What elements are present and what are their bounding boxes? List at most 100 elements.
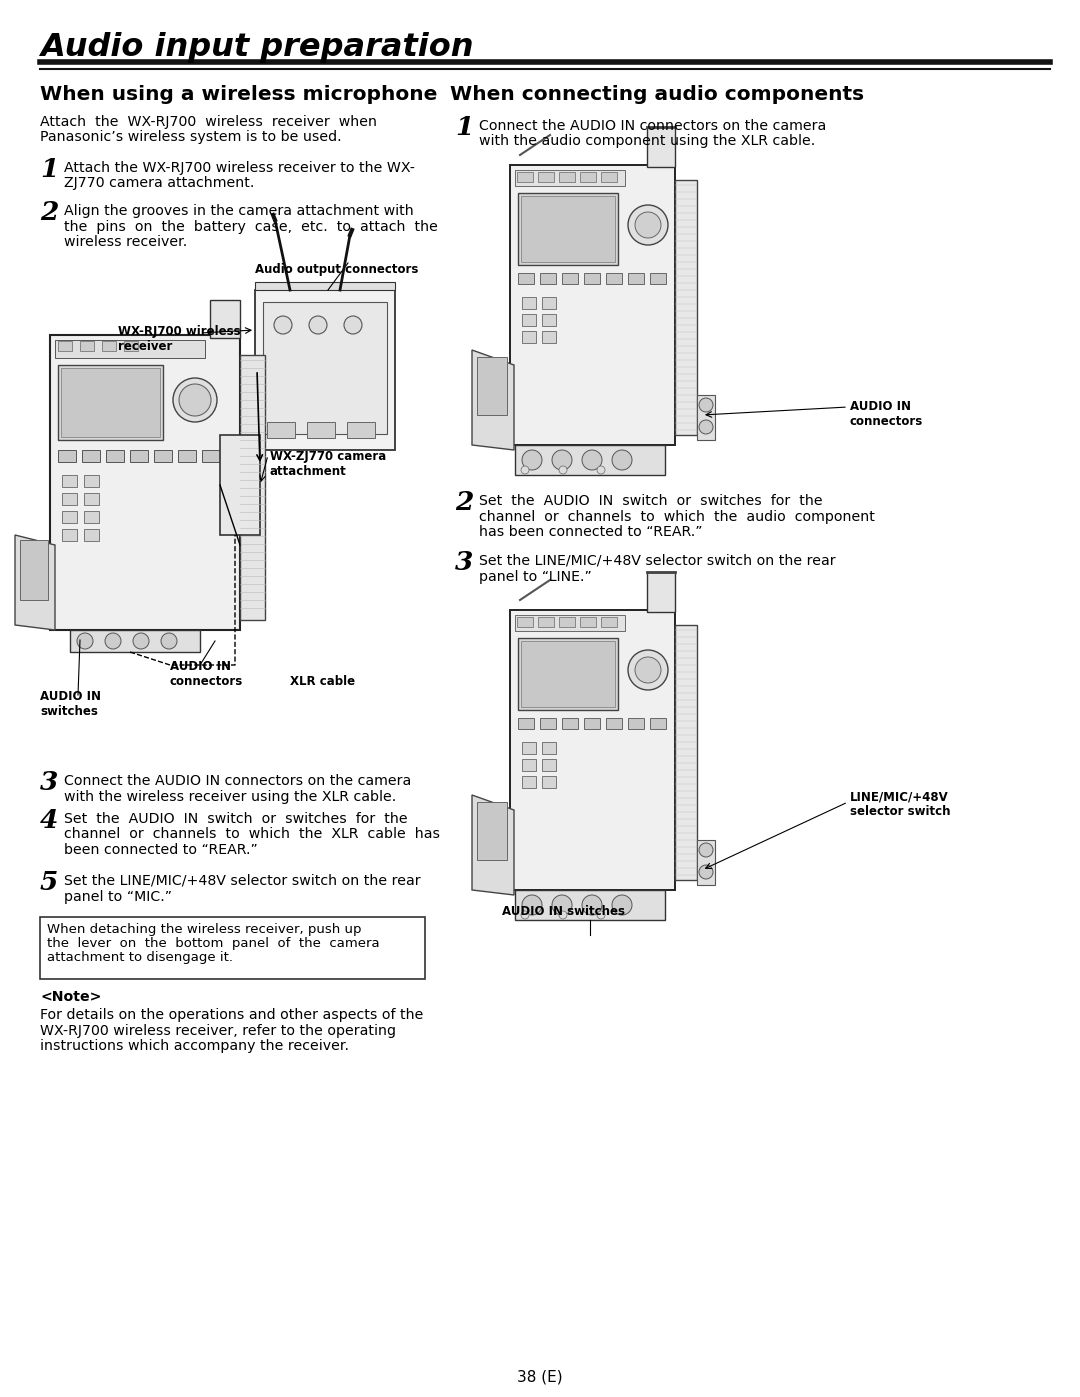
FancyBboxPatch shape bbox=[542, 759, 556, 771]
Text: When detaching the wireless receiver, push up: When detaching the wireless receiver, pu… bbox=[48, 923, 362, 936]
Text: attachment to disengage it.: attachment to disengage it. bbox=[48, 951, 233, 964]
Circle shape bbox=[627, 650, 669, 690]
Text: Set the LINE/MIC/+48V selector switch on the rear: Set the LINE/MIC/+48V selector switch on… bbox=[64, 875, 420, 888]
FancyBboxPatch shape bbox=[307, 422, 335, 439]
FancyBboxPatch shape bbox=[521, 196, 615, 263]
FancyBboxPatch shape bbox=[542, 775, 556, 788]
FancyBboxPatch shape bbox=[58, 365, 163, 440]
Circle shape bbox=[77, 633, 93, 650]
Text: When connecting audio components: When connecting audio components bbox=[450, 85, 864, 103]
Text: When using a wireless microphone: When using a wireless microphone bbox=[40, 85, 437, 103]
FancyBboxPatch shape bbox=[240, 355, 265, 620]
Circle shape bbox=[635, 657, 661, 683]
FancyBboxPatch shape bbox=[55, 339, 205, 358]
FancyBboxPatch shape bbox=[84, 529, 99, 541]
FancyBboxPatch shape bbox=[522, 314, 536, 326]
FancyBboxPatch shape bbox=[562, 718, 578, 729]
FancyBboxPatch shape bbox=[106, 450, 124, 462]
FancyBboxPatch shape bbox=[518, 718, 534, 729]
FancyBboxPatch shape bbox=[647, 571, 675, 612]
FancyBboxPatch shape bbox=[347, 422, 375, 439]
FancyBboxPatch shape bbox=[510, 610, 675, 890]
Text: 1: 1 bbox=[40, 156, 58, 182]
Circle shape bbox=[552, 895, 572, 915]
FancyBboxPatch shape bbox=[538, 617, 554, 627]
FancyBboxPatch shape bbox=[102, 341, 116, 351]
Text: Audio input preparation: Audio input preparation bbox=[40, 32, 473, 63]
Circle shape bbox=[559, 911, 567, 919]
FancyBboxPatch shape bbox=[62, 529, 77, 541]
FancyBboxPatch shape bbox=[515, 170, 625, 186]
FancyBboxPatch shape bbox=[50, 335, 240, 630]
Circle shape bbox=[627, 205, 669, 244]
FancyBboxPatch shape bbox=[477, 802, 507, 861]
FancyBboxPatch shape bbox=[124, 341, 138, 351]
FancyBboxPatch shape bbox=[521, 641, 615, 707]
Circle shape bbox=[552, 450, 572, 469]
Text: with the wireless receiver using the XLR cable.: with the wireless receiver using the XLR… bbox=[64, 789, 396, 803]
FancyBboxPatch shape bbox=[267, 422, 295, 439]
FancyBboxPatch shape bbox=[675, 180, 697, 434]
Text: WX-RJ700 wireless
receiver: WX-RJ700 wireless receiver bbox=[118, 326, 241, 353]
Text: panel to “MIC.”: panel to “MIC.” bbox=[64, 890, 172, 904]
FancyBboxPatch shape bbox=[542, 298, 556, 309]
Text: Set  the  AUDIO  IN  switch  or  switches  for  the: Set the AUDIO IN switch or switches for … bbox=[480, 495, 823, 509]
FancyBboxPatch shape bbox=[522, 775, 536, 788]
FancyBboxPatch shape bbox=[202, 450, 220, 462]
FancyBboxPatch shape bbox=[697, 395, 715, 440]
Circle shape bbox=[179, 384, 211, 416]
Text: Align the grooves in the camera attachment with: Align the grooves in the camera attachme… bbox=[64, 204, 414, 218]
FancyBboxPatch shape bbox=[255, 282, 395, 291]
FancyBboxPatch shape bbox=[542, 331, 556, 344]
Text: 4: 4 bbox=[40, 807, 58, 833]
Text: LINE/MIC/+48V
selector switch: LINE/MIC/+48V selector switch bbox=[850, 789, 950, 819]
Circle shape bbox=[699, 398, 713, 412]
Text: 2: 2 bbox=[455, 490, 473, 515]
FancyBboxPatch shape bbox=[40, 916, 426, 979]
FancyBboxPatch shape bbox=[600, 617, 617, 627]
Text: has been connected to “REAR.”: has been connected to “REAR.” bbox=[480, 525, 702, 539]
FancyBboxPatch shape bbox=[600, 172, 617, 182]
FancyBboxPatch shape bbox=[584, 718, 600, 729]
FancyBboxPatch shape bbox=[606, 272, 622, 284]
FancyBboxPatch shape bbox=[154, 450, 172, 462]
FancyBboxPatch shape bbox=[510, 165, 675, 446]
FancyBboxPatch shape bbox=[178, 450, 195, 462]
FancyBboxPatch shape bbox=[255, 291, 395, 450]
FancyBboxPatch shape bbox=[220, 434, 260, 535]
FancyBboxPatch shape bbox=[130, 450, 148, 462]
Text: 1: 1 bbox=[455, 115, 473, 140]
Circle shape bbox=[522, 895, 542, 915]
FancyBboxPatch shape bbox=[647, 127, 675, 168]
Text: 3: 3 bbox=[455, 550, 473, 576]
FancyBboxPatch shape bbox=[62, 493, 77, 504]
FancyBboxPatch shape bbox=[650, 272, 666, 284]
FancyBboxPatch shape bbox=[606, 718, 622, 729]
FancyBboxPatch shape bbox=[517, 172, 534, 182]
FancyBboxPatch shape bbox=[559, 172, 575, 182]
FancyBboxPatch shape bbox=[627, 718, 644, 729]
Text: 5: 5 bbox=[40, 870, 58, 895]
Text: Set the LINE/MIC/+48V selector switch on the rear: Set the LINE/MIC/+48V selector switch on… bbox=[480, 555, 836, 569]
Text: For details on the operations and other aspects of the: For details on the operations and other … bbox=[40, 1009, 423, 1023]
Text: panel to “LINE.”: panel to “LINE.” bbox=[480, 570, 592, 584]
Text: AUDIO IN switches: AUDIO IN switches bbox=[502, 905, 625, 918]
Text: AUDIO IN
switches: AUDIO IN switches bbox=[40, 690, 102, 718]
FancyBboxPatch shape bbox=[58, 341, 72, 351]
Circle shape bbox=[105, 633, 121, 650]
Text: been connected to “REAR.”: been connected to “REAR.” bbox=[64, 842, 258, 856]
FancyBboxPatch shape bbox=[84, 475, 99, 488]
FancyBboxPatch shape bbox=[84, 493, 99, 504]
Circle shape bbox=[699, 842, 713, 856]
FancyBboxPatch shape bbox=[60, 367, 160, 437]
FancyBboxPatch shape bbox=[515, 890, 665, 921]
Circle shape bbox=[161, 633, 177, 650]
Text: wireless receiver.: wireless receiver. bbox=[64, 235, 187, 249]
FancyBboxPatch shape bbox=[515, 446, 665, 475]
FancyBboxPatch shape bbox=[542, 314, 556, 326]
FancyBboxPatch shape bbox=[517, 617, 534, 627]
FancyBboxPatch shape bbox=[515, 615, 625, 631]
Text: WX-ZJ770 camera
attachment: WX-ZJ770 camera attachment bbox=[270, 450, 387, 478]
Text: Attach  the  WX-RJ700  wireless  receiver  when: Attach the WX-RJ700 wireless receiver wh… bbox=[40, 115, 377, 129]
FancyBboxPatch shape bbox=[82, 450, 100, 462]
